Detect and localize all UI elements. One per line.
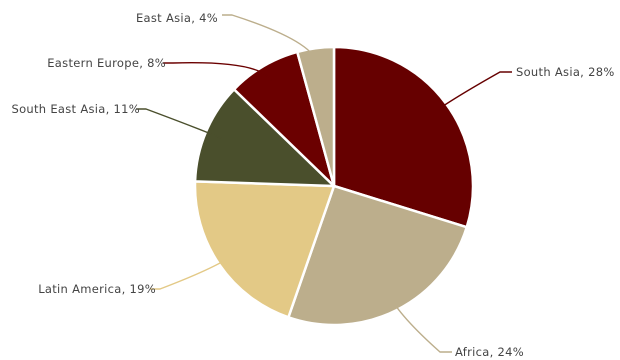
labels-layer: South Asia, 28% Africa, 24% Latin America,… xyxy=(11,11,614,359)
leader-line-eastern-europe xyxy=(163,62,273,82)
pie-slice-latin-america xyxy=(193,180,336,319)
slices-layer xyxy=(193,45,475,327)
pie-slice-africa xyxy=(287,184,469,327)
leader-line-south-east-asia xyxy=(136,108,222,139)
slice-label-south-asia: South Asia, 28% xyxy=(516,65,615,79)
pie-slice-east-asia xyxy=(296,45,336,188)
leader-line-africa xyxy=(388,294,452,353)
leader-line-latin-america xyxy=(150,254,234,290)
slice-label-east-asia: East Asia, 4% xyxy=(136,11,218,25)
leader-lines-layer xyxy=(136,14,512,353)
slice-label-eastern-europe: Eastern Europe, 8% xyxy=(47,56,166,70)
leader-line-south-asia xyxy=(432,71,512,114)
leader-line-east-asia xyxy=(222,14,319,65)
slice-label-south-east-asia: South East Asia, 11% xyxy=(11,102,140,116)
slice-label-latin-america: Latin America, 19% xyxy=(38,282,156,296)
slice-label-africa: Africa, 24% xyxy=(455,345,524,359)
